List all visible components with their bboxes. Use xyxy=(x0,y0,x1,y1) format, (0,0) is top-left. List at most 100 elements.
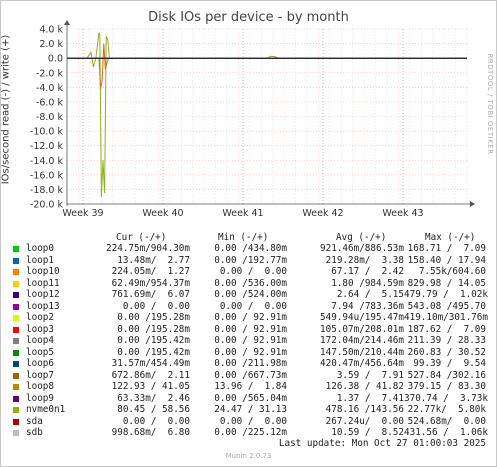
legend-cur: 0.00 / 0.00 xyxy=(122,415,190,427)
legend-avg: 67.17 / 2.42 xyxy=(331,266,404,277)
y-tick-label: -6.0 k xyxy=(36,97,64,108)
legend-name: loop7 xyxy=(26,369,54,381)
y-tick-label: -14.0 k xyxy=(30,156,64,167)
legend-max: 829.98 / 14.05 xyxy=(407,277,486,289)
legend-row: loop8 122.93 / 41.05 13.96 / 1.84 126.38 / … xyxy=(0,381,497,392)
legend-min: 0.00 / 92.91m xyxy=(214,346,287,358)
legend-swatch xyxy=(13,303,19,310)
legend-row: loop7 672.86m/ 2.11 0.00 /667.73m 3.59 / 7.… xyxy=(0,370,497,381)
legend-header-min: Min (-/+) xyxy=(218,232,269,243)
legend-cur: 224.75m/904.30m xyxy=(106,243,190,254)
legend-cur: 0.00 /195.28m xyxy=(117,312,190,323)
legend-row: loop1 13.48m/ 2.77 0.00 /192.77m 219.28m/ 3… xyxy=(0,255,497,266)
legend-min: 0.00 / 0.00 xyxy=(219,415,287,427)
legend-swatch xyxy=(13,372,19,379)
legend-min: 0.00 / 92.91m xyxy=(214,335,287,346)
legend-name: loop12 xyxy=(26,289,60,300)
legend-avg: 1.80 /984.59m xyxy=(331,277,404,289)
legend-name: loop5 xyxy=(26,346,54,358)
legend-cur: 80.45 / 58.56 xyxy=(117,404,190,415)
x-tick-label: Week 40 xyxy=(142,208,183,219)
legend-swatch xyxy=(13,361,19,367)
legend-max: 99.39 / 9.54 xyxy=(413,358,486,369)
legend-header-avg: Avg (-/+) xyxy=(336,232,387,243)
legend-min: 0.00 /211.98m xyxy=(214,358,287,369)
legend-row: loop10 224.05m/ 1.27 0.00 / 0.00 67.17 / 2.… xyxy=(0,266,497,277)
legend-name: loop9 xyxy=(26,392,54,404)
legend-min: 0.00 /434.80m xyxy=(214,243,287,254)
last-update: Last update: Mon Oct 27 01:00:03 2025 xyxy=(278,438,486,449)
y-tick-label: 2.0 k xyxy=(39,39,63,50)
legend-swatch xyxy=(13,269,19,275)
legend-header: Cur (-/+) Min (-/+) Avg (-/+) Max (-/+) xyxy=(0,232,497,243)
series-line-loop7 xyxy=(67,43,467,89)
x-tick-label: Week 42 xyxy=(302,208,343,219)
legend-min: 0.00 /225.12m xyxy=(214,427,287,438)
legend-cur: 62.49m/954.37m xyxy=(111,277,190,289)
legend-row: loop5 0.00 /195.42m 0.00 / 92.91m 147.50m/2… xyxy=(0,347,497,358)
legend-avg: 172.04m/214.46m xyxy=(320,335,404,346)
legend-avg: 7.94 /783.36m xyxy=(331,300,404,312)
legend-max: 543.08 /495.70 xyxy=(407,300,486,312)
legend-cur: 0.00 /195.42m xyxy=(117,346,190,358)
legend-max: 479.79 / 1.02k xyxy=(404,289,488,300)
legend-min: 0.00 / 0.00 xyxy=(219,300,287,312)
legend-name: loop13 xyxy=(26,300,60,312)
legend-row: loop2 0.00 /195.28m 0.00 / 92.91m 549.94u/1… xyxy=(0,312,497,323)
legend-row: loop11 62.49m/954.37m 0.00 /536.00m 1.80 /9… xyxy=(0,278,497,289)
y-tick-label: -10.0 k xyxy=(30,127,64,138)
legend-avg: 219.28m/ 3.38 xyxy=(325,254,404,266)
legend-avg: 420.47m/456.64m xyxy=(320,358,404,369)
legend-header-cur: Cur (-/+) xyxy=(116,232,167,243)
legend-swatch xyxy=(13,395,19,402)
legend-min: 0.00 / 0.00 xyxy=(219,266,287,277)
legend-max: 7.55k/604.60 xyxy=(418,266,486,277)
x-axis-arrow xyxy=(470,201,475,207)
legend-row: loop4 0.00 /195.42m 0.00 / 92.91m 172.04m/2… xyxy=(0,335,497,346)
legend-min: 0.00 /192.77m xyxy=(214,254,287,266)
legend-name: loop4 xyxy=(26,335,54,346)
legend-name: sdb xyxy=(26,427,43,438)
legend-cur: 0.00 /195.28m xyxy=(117,323,190,335)
y-tick-label: -8.0 k xyxy=(36,112,64,123)
legend-avg: 2.64 / 5.15 xyxy=(336,289,404,300)
legend-min: 0.00 /536.00m xyxy=(214,277,287,289)
legend-max: 168.71 / 7.09 xyxy=(407,243,486,254)
legend-name: loop8 xyxy=(26,381,54,392)
legend-avg: 267.24u/ 0.00 xyxy=(325,415,404,427)
y-tick-label: -4.0 k xyxy=(36,83,64,94)
legend-swatch xyxy=(13,257,19,264)
legend-row: nvme0n1 80.45 / 58.56 24.47 / 31.13 478.16 … xyxy=(0,404,497,415)
legend-min: 0.00 /524.00m xyxy=(214,289,287,300)
legend-swatch xyxy=(13,407,19,413)
legend-name: loop11 xyxy=(26,277,60,289)
legend-avg: 921.46m/886.53m xyxy=(320,243,404,254)
legend-avg: 3.59 / 7.91 xyxy=(336,369,404,381)
legend-max: 419.10m/301.76m xyxy=(404,312,488,323)
legend-max: 527.84 /302.16 xyxy=(407,369,486,381)
legend-min: 0.00 /667.73m xyxy=(214,369,287,381)
legend-cur: 224.05m/ 1.27 xyxy=(111,266,190,277)
legend-max: 370.74 / 3.73k xyxy=(404,392,488,404)
legend-min: 24.47 / 31.13 xyxy=(214,404,287,415)
y-tick-label: 4.0 k xyxy=(39,25,63,36)
legend-cur: 63.33m/ 2.46 xyxy=(117,392,190,404)
legend-cur: 672.86m/ 2.11 xyxy=(111,369,190,381)
legend-min: 0.00 /565.04m xyxy=(214,392,287,404)
chart-plot: 4.0 k 2.0 k 0.0 -2.0 k -4.0 k -6.0 k -8.0 k -10… xyxy=(30,20,475,219)
y-tick-label: 0.0 xyxy=(48,54,63,65)
legend-swatch xyxy=(13,246,19,252)
legend-max: 260.83 / 30.52 xyxy=(407,346,486,358)
legend-avg: 478.16 /143.56 xyxy=(325,404,404,415)
x-tick-label: Week 39 xyxy=(62,208,103,219)
legend-row: loop3 0.00 /195.28m 0.00 / 92.91m 105.07m/2… xyxy=(0,324,497,335)
legend-row: loop0 224.75m/904.30m 0.00 /434.80m 921.46m… xyxy=(0,243,497,254)
legend-name: loop10 xyxy=(26,266,60,277)
y-axis-arrow xyxy=(64,20,70,25)
legend-name: loop2 xyxy=(26,312,54,323)
legend-cur: 122.93 / 41.05 xyxy=(111,381,190,392)
legend-swatch xyxy=(13,418,19,425)
legend-max: 22.77k/ 5.80k xyxy=(407,404,486,415)
legend-name: nvme0n1 xyxy=(26,404,66,415)
y-tick-label: -12.0 k xyxy=(30,141,64,152)
